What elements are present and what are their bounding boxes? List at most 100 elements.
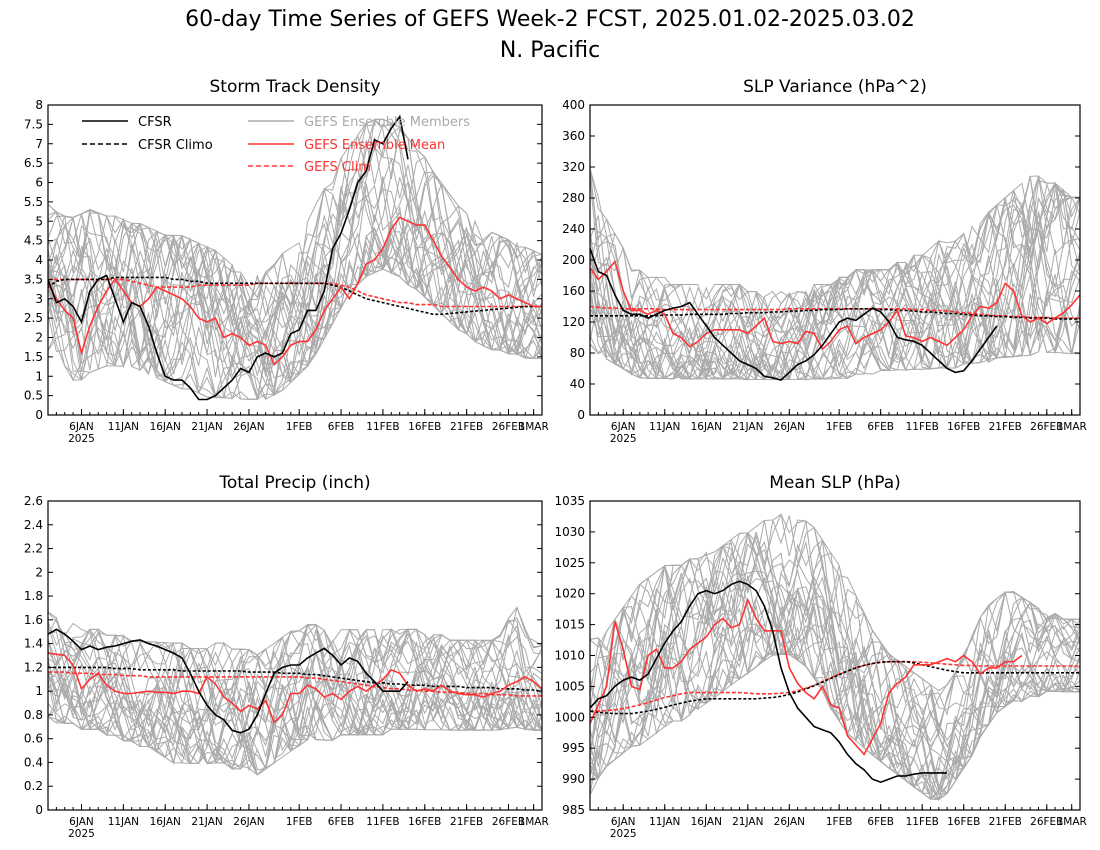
y-tick-label: 985: [562, 803, 585, 817]
x-tick-label: 21FEB: [450, 816, 483, 828]
ensemble-member-line: [590, 532, 1080, 780]
x-tick-label: 16JAN: [691, 816, 722, 828]
ensemble-member-line: [48, 605, 542, 770]
y-tick-label: 80: [570, 346, 585, 360]
x-tick-year: 2025: [68, 828, 95, 840]
x-tick-label: 26FEB: [492, 816, 525, 828]
ensemble-member-line: [590, 591, 1080, 796]
x-tick-label: 26FEB: [1030, 421, 1063, 433]
y-tick-label: 1.2: [24, 660, 43, 674]
x-tick-label: 16FEB: [947, 421, 980, 433]
x-tick-label: 11JAN: [649, 816, 680, 828]
ensemble-members: [590, 168, 1080, 382]
y-tick-label: 1015: [554, 618, 585, 632]
y-tick-label: 0.8: [24, 708, 43, 722]
ensemble-member-line: [590, 182, 1080, 381]
ensemble-member-line: [48, 611, 542, 764]
x-tick-label: 1FEB: [826, 816, 853, 828]
ensemble-member-line: [48, 624, 542, 758]
x-tick-label: 11FEB: [366, 816, 399, 828]
y-tick-label: 0: [35, 803, 43, 817]
panel-2: SLP Variance (hPa^2) 0 40 80 120 160 200 240 280…: [562, 77, 1087, 445]
y-tick-label: 7.5: [24, 117, 43, 131]
y-tick-label: 40: [570, 377, 585, 391]
y-tick-label: 990: [562, 772, 585, 786]
y-tick-label: 0.6: [24, 732, 43, 746]
x-tick-label: 11JAN: [108, 816, 139, 828]
ensemble-member-line: [48, 168, 542, 401]
y-tick-label: 0: [577, 408, 585, 422]
y-tick-label: 6.5: [24, 156, 43, 170]
y-tick-label: 2.5: [24, 311, 43, 325]
ensemble-member-line: [48, 129, 542, 381]
x-tick-label: 1FEB: [286, 421, 313, 433]
x-tick-label: 6FEB: [867, 816, 894, 828]
ensemble-member-line: [590, 576, 1080, 781]
x-tick-label: 6JAN: [611, 816, 636, 828]
y-tick-label: 0.5: [24, 389, 43, 403]
series-line-cfsr-climo: [48, 666, 542, 692]
panel-title: SLP Variance (hPa^2): [743, 77, 927, 97]
legend-label: CFSR: [138, 115, 172, 130]
x-tick-label: 16FEB: [408, 816, 441, 828]
ensemble-member-line: [48, 628, 542, 764]
ensemble-member-line: [590, 168, 1080, 380]
y-tick-label: 1.8: [24, 589, 43, 603]
ensemble-member-line: [48, 624, 542, 747]
legend-label: CFSR Climo: [138, 138, 213, 153]
x-tick-label: 21JAN: [732, 816, 763, 828]
ensemble-member-line: [590, 545, 1080, 795]
x-tick-year: 2025: [68, 433, 95, 445]
x-tick-label: 16FEB: [947, 816, 980, 828]
ensemble-member-line: [48, 628, 542, 776]
x-tick-label: 6JAN: [611, 421, 636, 433]
x-tick-label: 26FEB: [492, 421, 525, 433]
x-tick-label: 21FEB: [450, 421, 483, 433]
panel-title: Total Precip (inch): [218, 473, 370, 493]
x-tick-label: 11FEB: [366, 421, 399, 433]
ensemble-member-line: [590, 203, 1080, 381]
x-tick-label: 1FEB: [826, 421, 853, 433]
series-line-gefs-clim: [48, 278, 542, 308]
ensemble-member-line: [48, 188, 542, 386]
legend-label: GEFS Clim: [304, 160, 371, 175]
ensemble-member-line: [48, 227, 542, 400]
y-tick-label: 1030: [554, 525, 585, 539]
ensemble-member-line: [48, 620, 542, 765]
ensemble-member-line: [590, 551, 1080, 780]
ensemble-member-line: [590, 556, 1080, 801]
y-tick-label: 2.4: [24, 518, 43, 532]
ensemble-member-line: [48, 118, 542, 373]
ensemble-member-line: [590, 209, 1080, 381]
y-tick-label: 1.4: [24, 637, 43, 651]
ensemble-member-line: [48, 606, 542, 771]
plot-frame: [47, 500, 543, 811]
x-tick-label: 26JAN: [774, 421, 805, 433]
series-line-gefs-ensemble-mean: [590, 597, 1023, 756]
figure-subtitle: N. Pacific: [500, 38, 600, 63]
ensemble-member-line: [48, 118, 542, 373]
x-tick-label: 16JAN: [150, 421, 181, 433]
y-tick-label: 3: [35, 292, 43, 306]
ensemble-members: [48, 118, 542, 402]
series-line-cfsr-climo: [590, 660, 1080, 715]
legend-label: GEFS Ensemble Mean: [304, 138, 445, 153]
ensemble-member-line: [48, 119, 542, 400]
ensemble-member-line: [590, 513, 1080, 796]
y-tick-label: 1025: [554, 556, 585, 570]
panel-3: Total Precip (inch) 0 0.2 0.4 0.6 0.8 1 1.2 1.4 1…: [24, 473, 549, 840]
x-tick-label: 6FEB: [867, 421, 894, 433]
series-line-cfsr-climo: [590, 307, 1080, 320]
ensemble-member-line: [48, 176, 542, 375]
series-line-cfsr: [590, 580, 948, 784]
ensemble-member-line: [590, 591, 1080, 748]
series-line-gefs-ensemble-mean: [48, 216, 542, 366]
y-tick-label: 1020: [554, 587, 585, 601]
y-tick-label: 120: [562, 315, 585, 329]
ensemble-member-line: [48, 199, 542, 402]
ensemble-member-line: [590, 212, 1080, 376]
x-tick-label: 11FEB: [906, 421, 939, 433]
y-tick-label: 160: [562, 284, 585, 298]
x-tick-label: 1MAR: [519, 421, 549, 433]
ensemble-member-line: [590, 538, 1080, 801]
